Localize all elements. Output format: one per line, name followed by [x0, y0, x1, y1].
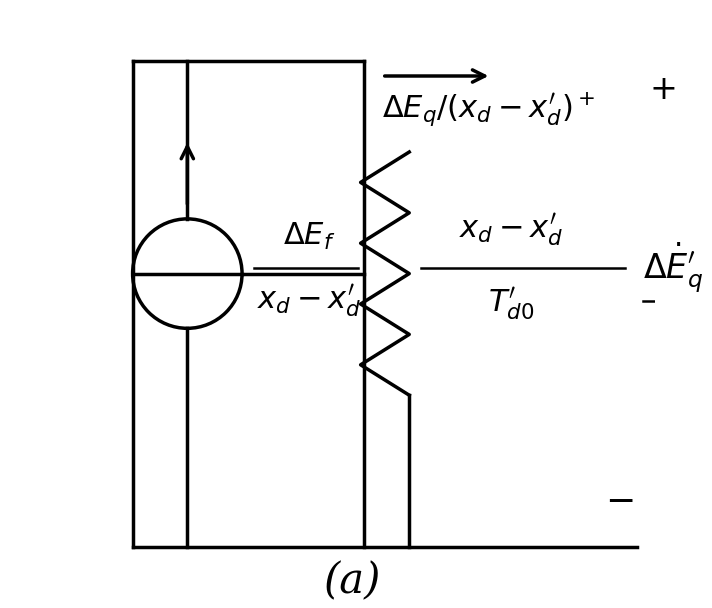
Text: $T_{d0}^{\prime}$: $T_{d0}^{\prime}$: [488, 286, 534, 323]
Text: $x_d - x_d^{\prime}$: $x_d - x_d^{\prime}$: [257, 283, 361, 320]
Text: $\Delta E_f$: $\Delta E_f$: [283, 221, 335, 252]
Text: $-$: $-$: [604, 483, 633, 517]
Text: $+$: $+$: [649, 73, 676, 106]
Text: $\Delta E_q/(x_d - x_d^{\prime})^+$: $\Delta E_q/(x_d - x_d^{\prime})^+$: [382, 91, 595, 130]
Text: (a): (a): [323, 560, 380, 602]
Text: $\Delta \dot{E}_q^{\prime}$: $\Delta \dot{E}_q^{\prime}$: [644, 240, 703, 295]
Text: $x_d - x_d^{\prime}$: $x_d - x_d^{\prime}$: [459, 212, 563, 249]
